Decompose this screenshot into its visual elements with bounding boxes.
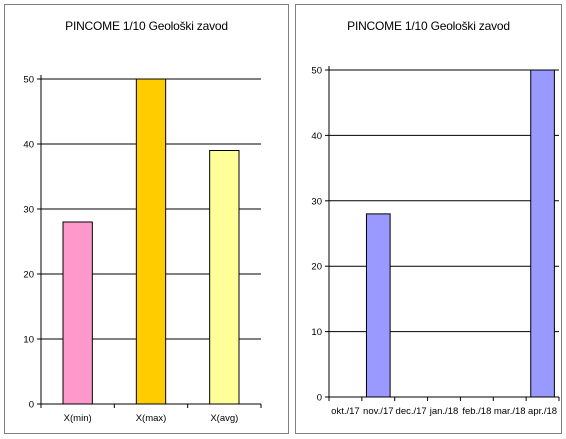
chart-panel-right: PINCOME 1/10 Geološki zavod 0 10 20 30 40 50 o… — [295, 4, 562, 434]
right-ytick-label: 50 — [311, 66, 322, 77]
right-category-label: nov./17 — [363, 406, 393, 417]
left-category-label: X(min) — [64, 413, 92, 424]
right-category-label: jan./18 — [429, 406, 459, 417]
left-ytick-label: 10 — [23, 335, 34, 346]
right-ytick-label: 30 — [311, 196, 322, 207]
left-ytick-label: 0 — [29, 400, 34, 411]
right-category-label: feb./18 — [462, 406, 491, 417]
right-category-label: dec./17 — [396, 406, 427, 417]
right-bar-1 — [365, 213, 391, 398]
left-bar-1 — [135, 78, 167, 405]
right-category-label: okt./17 — [331, 406, 360, 417]
chart-title-left: PINCOME 1/10 Geološki zavod — [65, 19, 228, 33]
left-ytick-label: 30 — [23, 205, 34, 216]
left-ytick-label: 20 — [23, 270, 34, 281]
right-category-label: mar./18 — [494, 406, 526, 417]
chart-panel-left: PINCOME 1/10 Geološki zavod 0 10 20 30 40 50 X… — [4, 4, 289, 434]
chart-left: 0 10 20 30 40 50 X(min) X(max) X(avg) — [23, 75, 262, 424]
left-bar-0 — [62, 221, 93, 405]
right-category-label: apr./18 — [528, 406, 557, 417]
chart-title-right: PINCOME 1/10 Geološki zavod — [347, 19, 510, 33]
right-bar-6 — [530, 69, 555, 398]
right-ytick-label: 0 — [317, 393, 322, 404]
right-ytick-label: 20 — [311, 262, 322, 273]
left-ytick-label: 40 — [23, 140, 34, 151]
left-category-label: X(avg) — [210, 413, 238, 424]
left-category-label: X(max) — [136, 413, 167, 424]
right-ytick-label: 10 — [311, 327, 322, 338]
chart-right: 0 10 20 30 40 50 okt./17 nov./17 dec./17 jan./18 f… — [311, 66, 560, 417]
left-ytick-label: 50 — [23, 75, 34, 86]
right-ytick-label: 40 — [311, 131, 322, 142]
left-bar-2 — [209, 150, 240, 405]
